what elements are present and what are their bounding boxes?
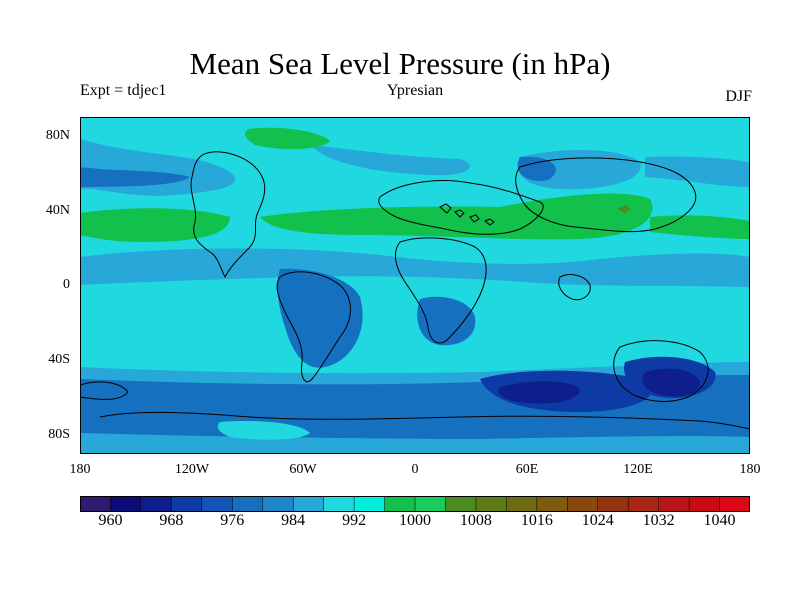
colorbar-boxes (80, 496, 750, 512)
lon-label-60w: 60W (289, 462, 317, 477)
colorbar-box (110, 496, 142, 512)
colorbar-label: 968 (159, 512, 184, 529)
lat-label-80s: 80S (48, 427, 70, 442)
plot-title: Mean Sea Level Pressure (in hPa) (189, 46, 611, 81)
north-america-coast (190, 151, 266, 279)
south-america-coast (276, 271, 351, 383)
colorbar-box (536, 496, 569, 512)
colorbar-box (627, 496, 660, 512)
pacific-high-west (80, 208, 230, 242)
lat-label-40s: 40S (48, 352, 70, 367)
africa-coast (394, 237, 487, 344)
lon-label-180w: 180 (69, 462, 91, 477)
siberia-low-inner (517, 156, 556, 181)
colorbar-label: 1032 (642, 512, 675, 529)
lon-label-60e: 60E (515, 462, 539, 477)
colorbar-box (414, 496, 447, 512)
arctic-high (244, 127, 330, 150)
europe-coast (378, 180, 544, 235)
coastlines (80, 151, 750, 430)
colorbar-box (688, 496, 721, 512)
south-america-low (277, 268, 363, 368)
australia-coast (613, 340, 709, 402)
atlantic-eurasia-high (260, 193, 653, 240)
colorbar-box (201, 496, 234, 512)
period-label: Ypresian (386, 82, 444, 99)
colorbar-label: 1024 (581, 512, 614, 529)
colorbar-box (232, 496, 264, 512)
colorbar-box (353, 496, 386, 512)
india-coast (558, 274, 591, 301)
colorbar-box (445, 496, 477, 512)
atlantic-low-outer (310, 145, 470, 176)
australia-low-inner (642, 368, 700, 397)
experiment-label: Expt = tdjec1 (80, 82, 167, 99)
antarctic-high-patch (217, 421, 310, 440)
colorbar-box (171, 496, 203, 512)
lon-label-0: 0 (411, 462, 419, 477)
colorbar-label: 1016 (520, 512, 553, 529)
southern-ocean-968 (498, 381, 580, 404)
new-zealand-coast (80, 381, 129, 400)
colorbar-frame (80, 496, 750, 512)
colorbar-box (567, 496, 599, 512)
map-frame (80, 117, 750, 454)
lon-label-120w: 120W (174, 462, 210, 477)
colorbar-label: 960 (98, 512, 123, 529)
south-pacific-high (107, 298, 280, 350)
colorbar (80, 496, 750, 512)
colorbar-box (506, 496, 538, 512)
asia-high-core (617, 205, 631, 213)
lat-label-80n: 80N (45, 128, 70, 143)
antarctic-outer (80, 439, 750, 454)
colorbar-box (262, 496, 294, 512)
colorbar-box (292, 496, 325, 512)
colorbar-box (323, 496, 355, 512)
colorbar-label: 1008 (459, 512, 492, 529)
colorbar-box (658, 496, 690, 512)
indian-ocean-high (499, 297, 682, 342)
south-africa-low (417, 296, 476, 346)
lat-label-40n: 40N (45, 203, 70, 218)
colorbar-label: 1040 (703, 512, 736, 529)
colorbar-box (719, 496, 750, 512)
tethys-islands (439, 203, 495, 226)
colorbar-box (597, 496, 629, 512)
colorbar-label: 976 (220, 512, 245, 529)
colorbar-label: 1000 (399, 512, 431, 529)
colorbar-label: 992 (342, 512, 367, 529)
north-pacific-low-inner (80, 167, 190, 187)
lon-label-180e: 180 (739, 462, 761, 477)
colorbar-label: 984 (281, 512, 306, 529)
colorbar-box (140, 496, 173, 512)
lat-label-0: 0 (63, 277, 70, 292)
lon-label-120e: 120E (623, 462, 653, 477)
season-label: DJF (725, 88, 752, 105)
aleutian-low-east (645, 156, 750, 187)
pressure-map (80, 117, 750, 454)
colorbar-box (475, 496, 508, 512)
colorbar-box (384, 496, 416, 512)
antarctica-coast (99, 411, 750, 430)
colorbar-box (80, 496, 112, 512)
asia-coast (515, 157, 697, 233)
